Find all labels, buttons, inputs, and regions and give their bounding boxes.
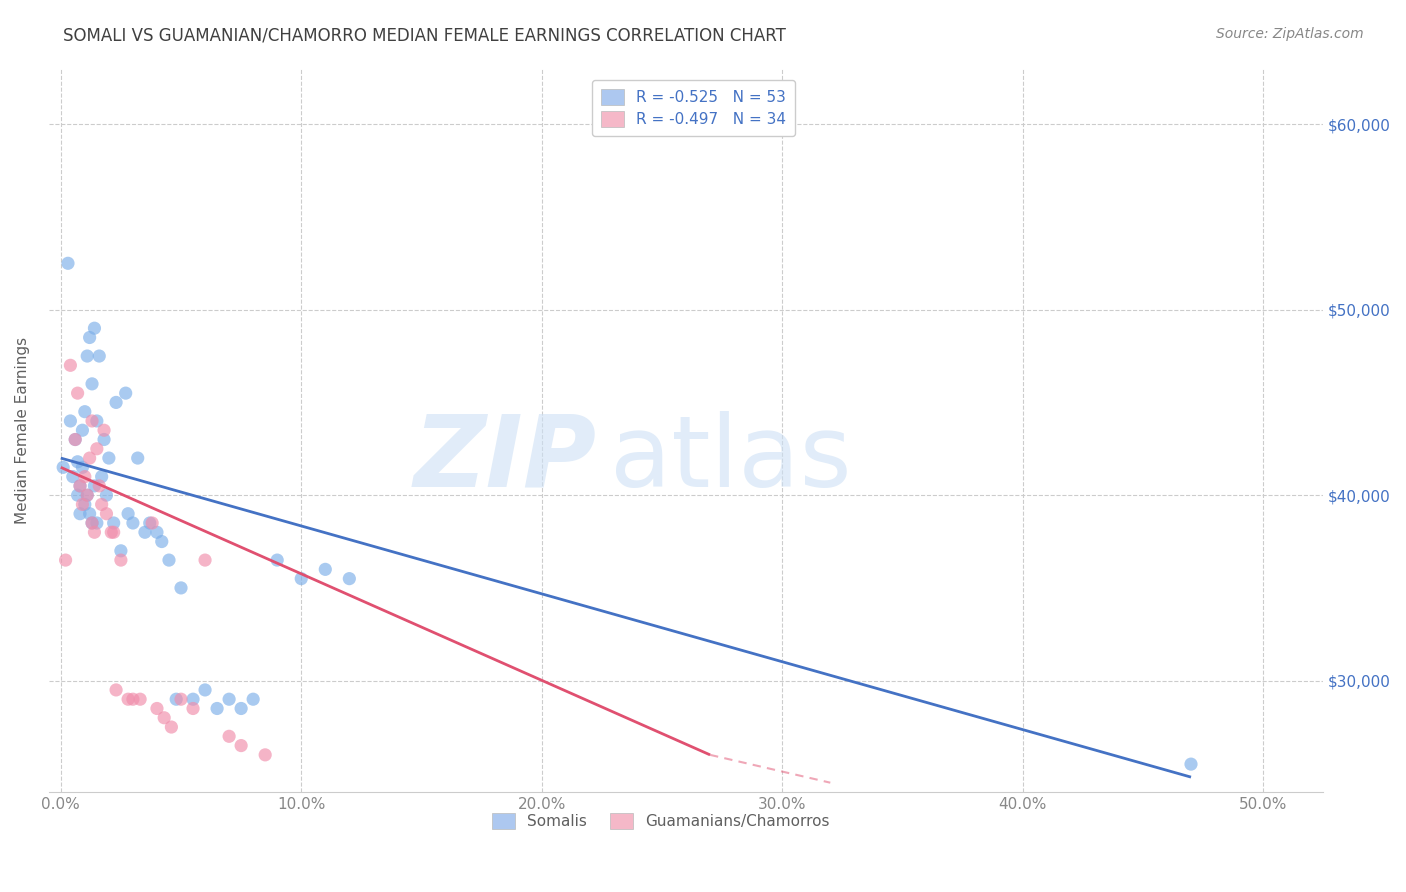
Point: [97, 451, 120, 466]
Point: [63, 433, 86, 447]
Point: [139, 516, 162, 530]
Point: [231, 701, 253, 715]
Point: [100, 525, 122, 540]
Text: Source: ZipAtlas.com: Source: ZipAtlas.com: [1216, 27, 1364, 41]
Point: [242, 692, 264, 706]
Text: atlas: atlas: [610, 410, 851, 508]
Point: [90, 498, 112, 512]
Point: [79, 451, 101, 466]
Point: [76, 488, 98, 502]
Point: [83, 479, 105, 493]
Point: [127, 451, 149, 466]
Point: [69, 507, 91, 521]
Point: [170, 581, 193, 595]
Point: [266, 553, 288, 567]
Point: [79, 507, 101, 521]
Point: [63, 433, 86, 447]
Point: [218, 692, 240, 706]
Y-axis label: Median Female Earnings: Median Female Earnings: [15, 336, 30, 524]
Point: [314, 562, 336, 576]
Point: [141, 516, 163, 530]
Point: [69, 479, 91, 493]
Point: [56, 256, 79, 270]
Point: [122, 692, 145, 706]
Point: [59, 359, 82, 373]
Point: [96, 488, 118, 502]
Point: [66, 386, 89, 401]
Point: [73, 405, 96, 419]
Point: [181, 692, 204, 706]
Point: [76, 488, 98, 502]
Point: [72, 498, 94, 512]
Point: [122, 516, 145, 530]
Point: [153, 711, 176, 725]
Point: [72, 460, 94, 475]
Text: ZIP: ZIP: [413, 410, 596, 508]
Point: [110, 553, 132, 567]
Point: [76, 349, 98, 363]
Point: [181, 701, 204, 715]
Point: [73, 498, 96, 512]
Point: [93, 433, 115, 447]
Point: [66, 455, 89, 469]
Point: [72, 423, 94, 437]
Point: [129, 692, 152, 706]
Point: [55, 553, 77, 567]
Point: [150, 534, 173, 549]
Point: [194, 553, 217, 567]
Point: [62, 469, 84, 483]
Point: [83, 525, 105, 540]
Point: [79, 330, 101, 344]
Point: [86, 414, 108, 428]
Point: [80, 516, 103, 530]
Point: [86, 442, 108, 456]
Point: [117, 507, 139, 521]
Point: [103, 516, 125, 530]
Point: [69, 479, 91, 493]
Point: [59, 414, 82, 428]
Point: [96, 507, 118, 521]
Point: [337, 572, 360, 586]
Point: [157, 553, 180, 567]
Point: [93, 423, 115, 437]
Point: [83, 321, 105, 335]
Point: [165, 692, 187, 706]
Point: [52, 460, 75, 475]
Point: [103, 525, 125, 540]
Point: [146, 701, 169, 715]
Point: [89, 349, 111, 363]
Point: [110, 544, 132, 558]
Point: [86, 516, 108, 530]
Point: [114, 386, 136, 401]
Point: [134, 525, 156, 540]
Point: [80, 414, 103, 428]
Point: [218, 729, 240, 743]
Point: [105, 395, 128, 409]
Text: SOMALI VS GUAMANIAN/CHAMORRO MEDIAN FEMALE EARNINGS CORRELATION CHART: SOMALI VS GUAMANIAN/CHAMORRO MEDIAN FEMA…: [63, 27, 786, 45]
Point: [290, 572, 312, 586]
Point: [231, 739, 253, 753]
Point: [66, 488, 89, 502]
Point: [194, 682, 217, 697]
Point: [105, 682, 128, 697]
Point: [89, 479, 111, 493]
Point: [170, 692, 193, 706]
Point: [80, 376, 103, 391]
Point: [254, 747, 277, 762]
Point: [90, 469, 112, 483]
Point: [205, 701, 228, 715]
Point: [73, 469, 96, 483]
Point: [160, 720, 183, 734]
Point: [80, 516, 103, 530]
Point: [1180, 757, 1202, 772]
Legend: Somalis, Guamanians/Chamorros: Somalis, Guamanians/Chamorros: [485, 806, 835, 835]
Point: [117, 692, 139, 706]
Point: [146, 525, 169, 540]
